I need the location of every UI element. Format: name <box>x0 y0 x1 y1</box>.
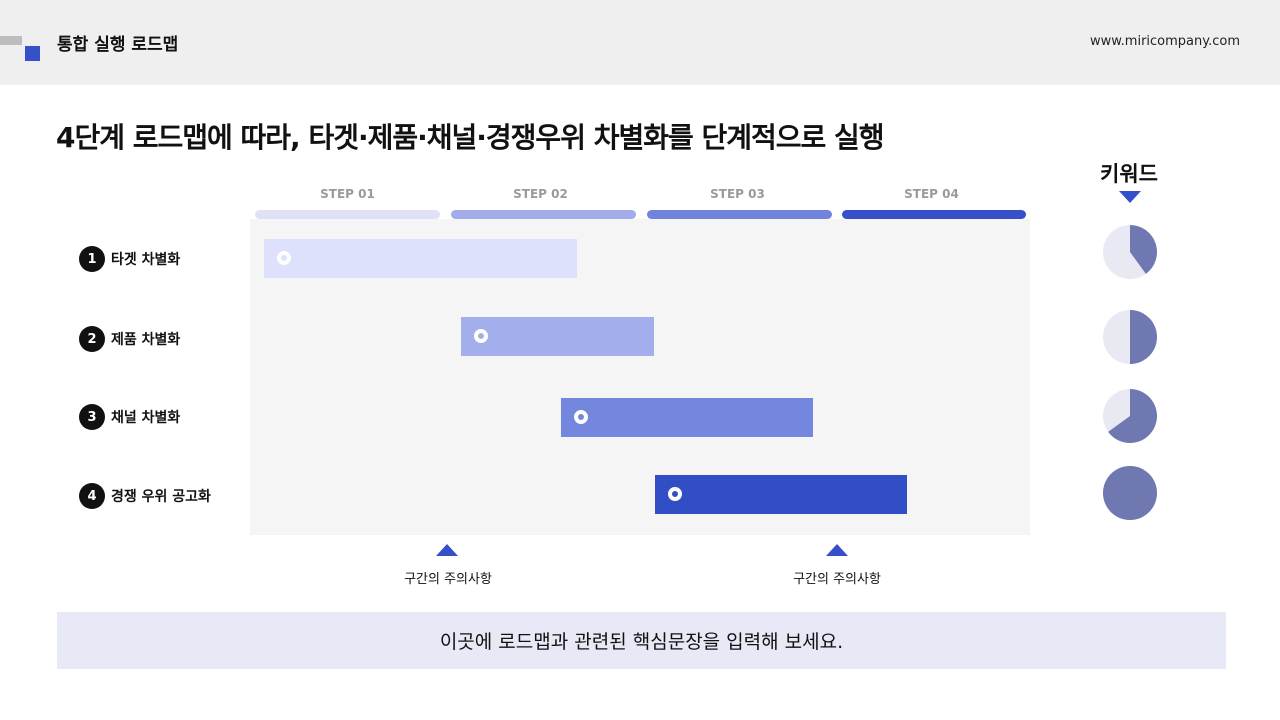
pie-slice <box>1130 310 1157 364</box>
step-label-1: STEP 01 <box>320 187 375 201</box>
row-label-3: 3 채널 차별화 <box>79 404 180 430</box>
task-marker-icon <box>574 410 588 424</box>
row-label-text: 제품 차별화 <box>111 332 181 348</box>
task-marker-icon <box>277 251 291 265</box>
row-label-text: 경쟁 우위 공고화 <box>111 489 211 505</box>
step-label-3: STEP 03 <box>710 187 765 201</box>
row-label-text: 채널 차별화 <box>111 410 181 426</box>
key-sentence-text: 이곳에 로드맵과 관련된 핵심문장을 입력해 보세요. <box>439 631 844 653</box>
keyword-title: 키워드 <box>1100 162 1158 186</box>
step-bar-3 <box>647 210 832 219</box>
step-bar-2 <box>451 210 636 219</box>
row-number-badge: 4 <box>79 483 105 509</box>
row-label-2: 2 제품 차별화 <box>79 326 180 352</box>
row-number-badge: 2 <box>79 326 105 352</box>
keyword-pie-1 <box>1103 225 1157 279</box>
step-label-2: STEP 02 <box>513 187 568 201</box>
task-marker-icon <box>474 329 488 343</box>
task-bar-1 <box>264 239 577 278</box>
header-bar: 통합 실행 로드맵 www.miricompany.com <box>0 0 1280 85</box>
row-label-text: 타겟 차별화 <box>111 252 181 268</box>
header-url: www.miricompany.com <box>1089 34 1240 49</box>
step-label-4: STEP 04 <box>904 187 959 201</box>
logo-blue-mark <box>25 46 40 61</box>
task-marker-icon <box>668 487 682 501</box>
keyword-pie-2 <box>1103 310 1157 364</box>
pie-slice <box>1103 466 1157 520</box>
caution-label-1: 구간의 주의사항 <box>404 572 492 587</box>
row-number-badge: 1 <box>79 246 105 272</box>
task-bar-4 <box>655 475 907 514</box>
key-sentence-box: 이곳에 로드맵과 관련된 핵심문장을 입력해 보세요. <box>57 612 1226 669</box>
header-title: 통합 실행 로드맵 <box>57 35 179 55</box>
keyword-arrow-icon <box>1119 191 1141 203</box>
task-bar-3 <box>561 398 813 437</box>
caution-arrow-icon <box>436 544 458 556</box>
page-title: 4단계 로드맵에 따라, 타겟·제품·채널·경쟁우위 차별화를 단계적으로 실행 <box>56 121 885 154</box>
keyword-pie-3 <box>1103 389 1157 443</box>
pie-slice <box>1108 389 1157 443</box>
row-label-1: 1 타겟 차별화 <box>79 246 180 272</box>
caution-label-2: 구간의 주의사항 <box>793 572 881 587</box>
pie-slice <box>1130 225 1157 274</box>
row-label-4: 4 경쟁 우위 공고화 <box>79 483 211 509</box>
caution-arrow-icon <box>826 544 848 556</box>
step-bar-1 <box>255 210 440 219</box>
keyword-pie-4 <box>1103 466 1157 520</box>
step-bar-4 <box>842 210 1026 219</box>
row-number-badge: 3 <box>79 404 105 430</box>
logo-gray-mark <box>0 36 22 45</box>
task-bar-2 <box>461 317 654 356</box>
